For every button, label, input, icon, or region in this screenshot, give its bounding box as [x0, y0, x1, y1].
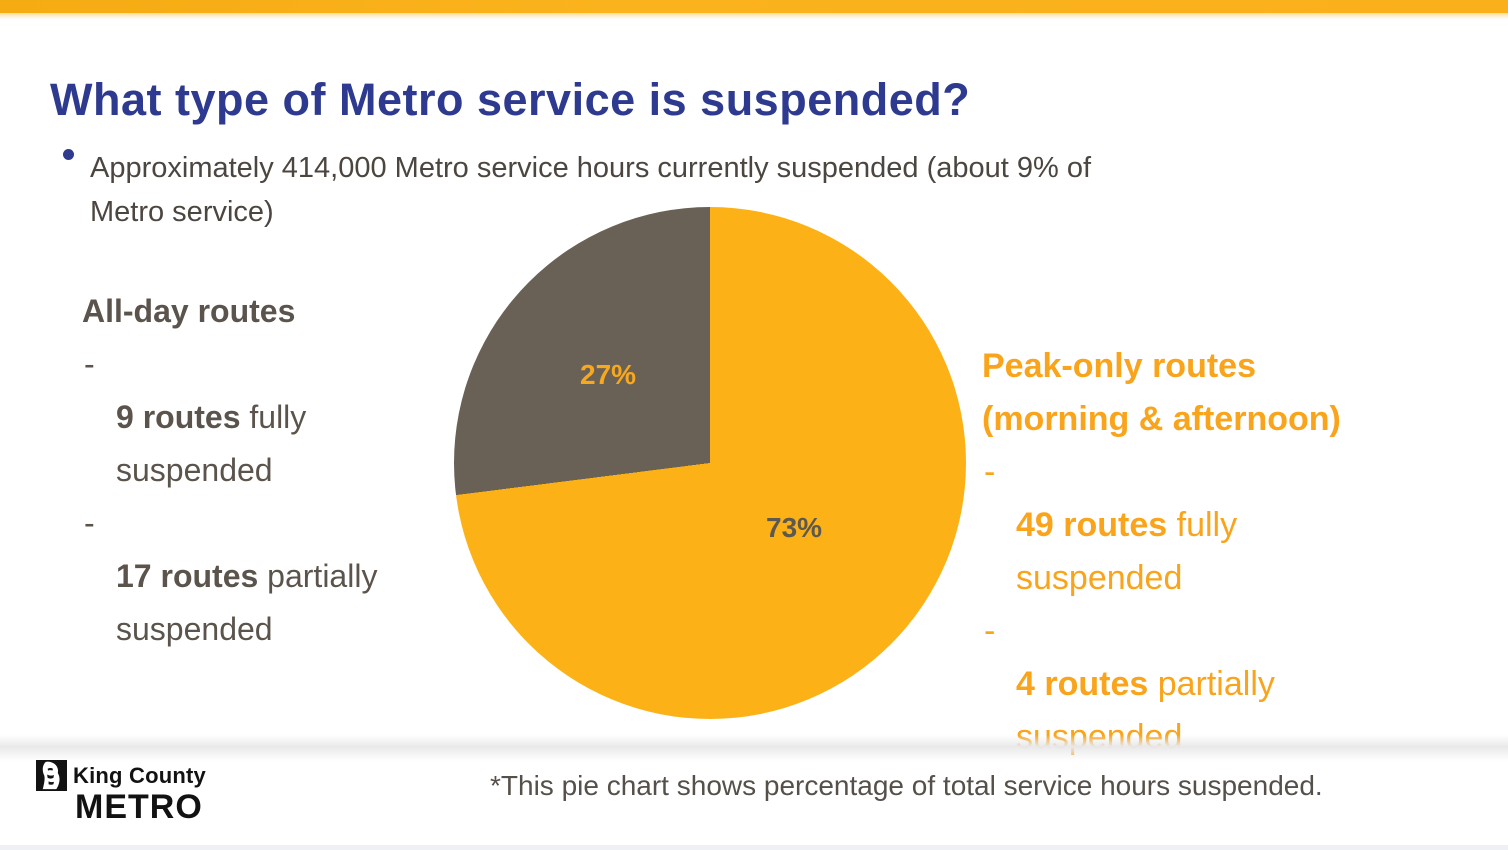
item-count: 49 routes: [1016, 506, 1168, 544]
item-text: partially suspended: [116, 558, 378, 647]
footer-divider: [0, 735, 1508, 761]
all-day-heading: All-day routes: [82, 293, 296, 329]
logo-text-metro: METRO: [75, 788, 203, 826]
item-count: 9 routes: [116, 399, 241, 435]
chart-footnote: *This pie chart shows percentage of tota…: [490, 770, 1323, 801]
dash-marker: -: [984, 453, 996, 491]
bottom-edge-strip: [0, 845, 1508, 850]
all-day-routes-block: All-day routes -9 routes fully suspended…: [82, 285, 482, 656]
logo-text-king-county: King County: [73, 763, 206, 788]
dash-marker: -: [984, 612, 996, 650]
list-item: -17 routes partially suspended: [82, 497, 482, 656]
pie-slice-label-gray: 27%: [580, 359, 637, 390]
king-county-metro-logo: King County METRO: [36, 757, 266, 827]
pie-slice-label-yellow: 73%: [766, 512, 823, 543]
pie-chart: 27% 73%: [454, 207, 966, 719]
peak-only-heading: Peak-only routes (morning & afternoon): [982, 347, 1341, 438]
peak-only-routes-block: Peak-only routes (morning & afternoon) -…: [982, 340, 1422, 764]
page-title: What type of Metro service is suspended?: [50, 74, 971, 125]
list-item: -9 routes fully suspended: [82, 338, 482, 497]
item-count: 4 routes: [1016, 665, 1149, 703]
item-text: fully suspended: [116, 399, 307, 488]
item-count: 17 routes: [116, 558, 259, 594]
bullet-icon: [63, 149, 74, 160]
king-county-icon: [36, 760, 67, 791]
top-accent-bar: [0, 0, 1508, 19]
item-text: fully suspended: [1016, 506, 1238, 597]
intro-bullet-text: Approximately 414,000 Metro service hour…: [90, 152, 1092, 228]
dash-marker: -: [84, 346, 95, 382]
list-item: -49 routes fully suspended: [982, 446, 1422, 605]
dash-marker: -: [84, 505, 95, 541]
